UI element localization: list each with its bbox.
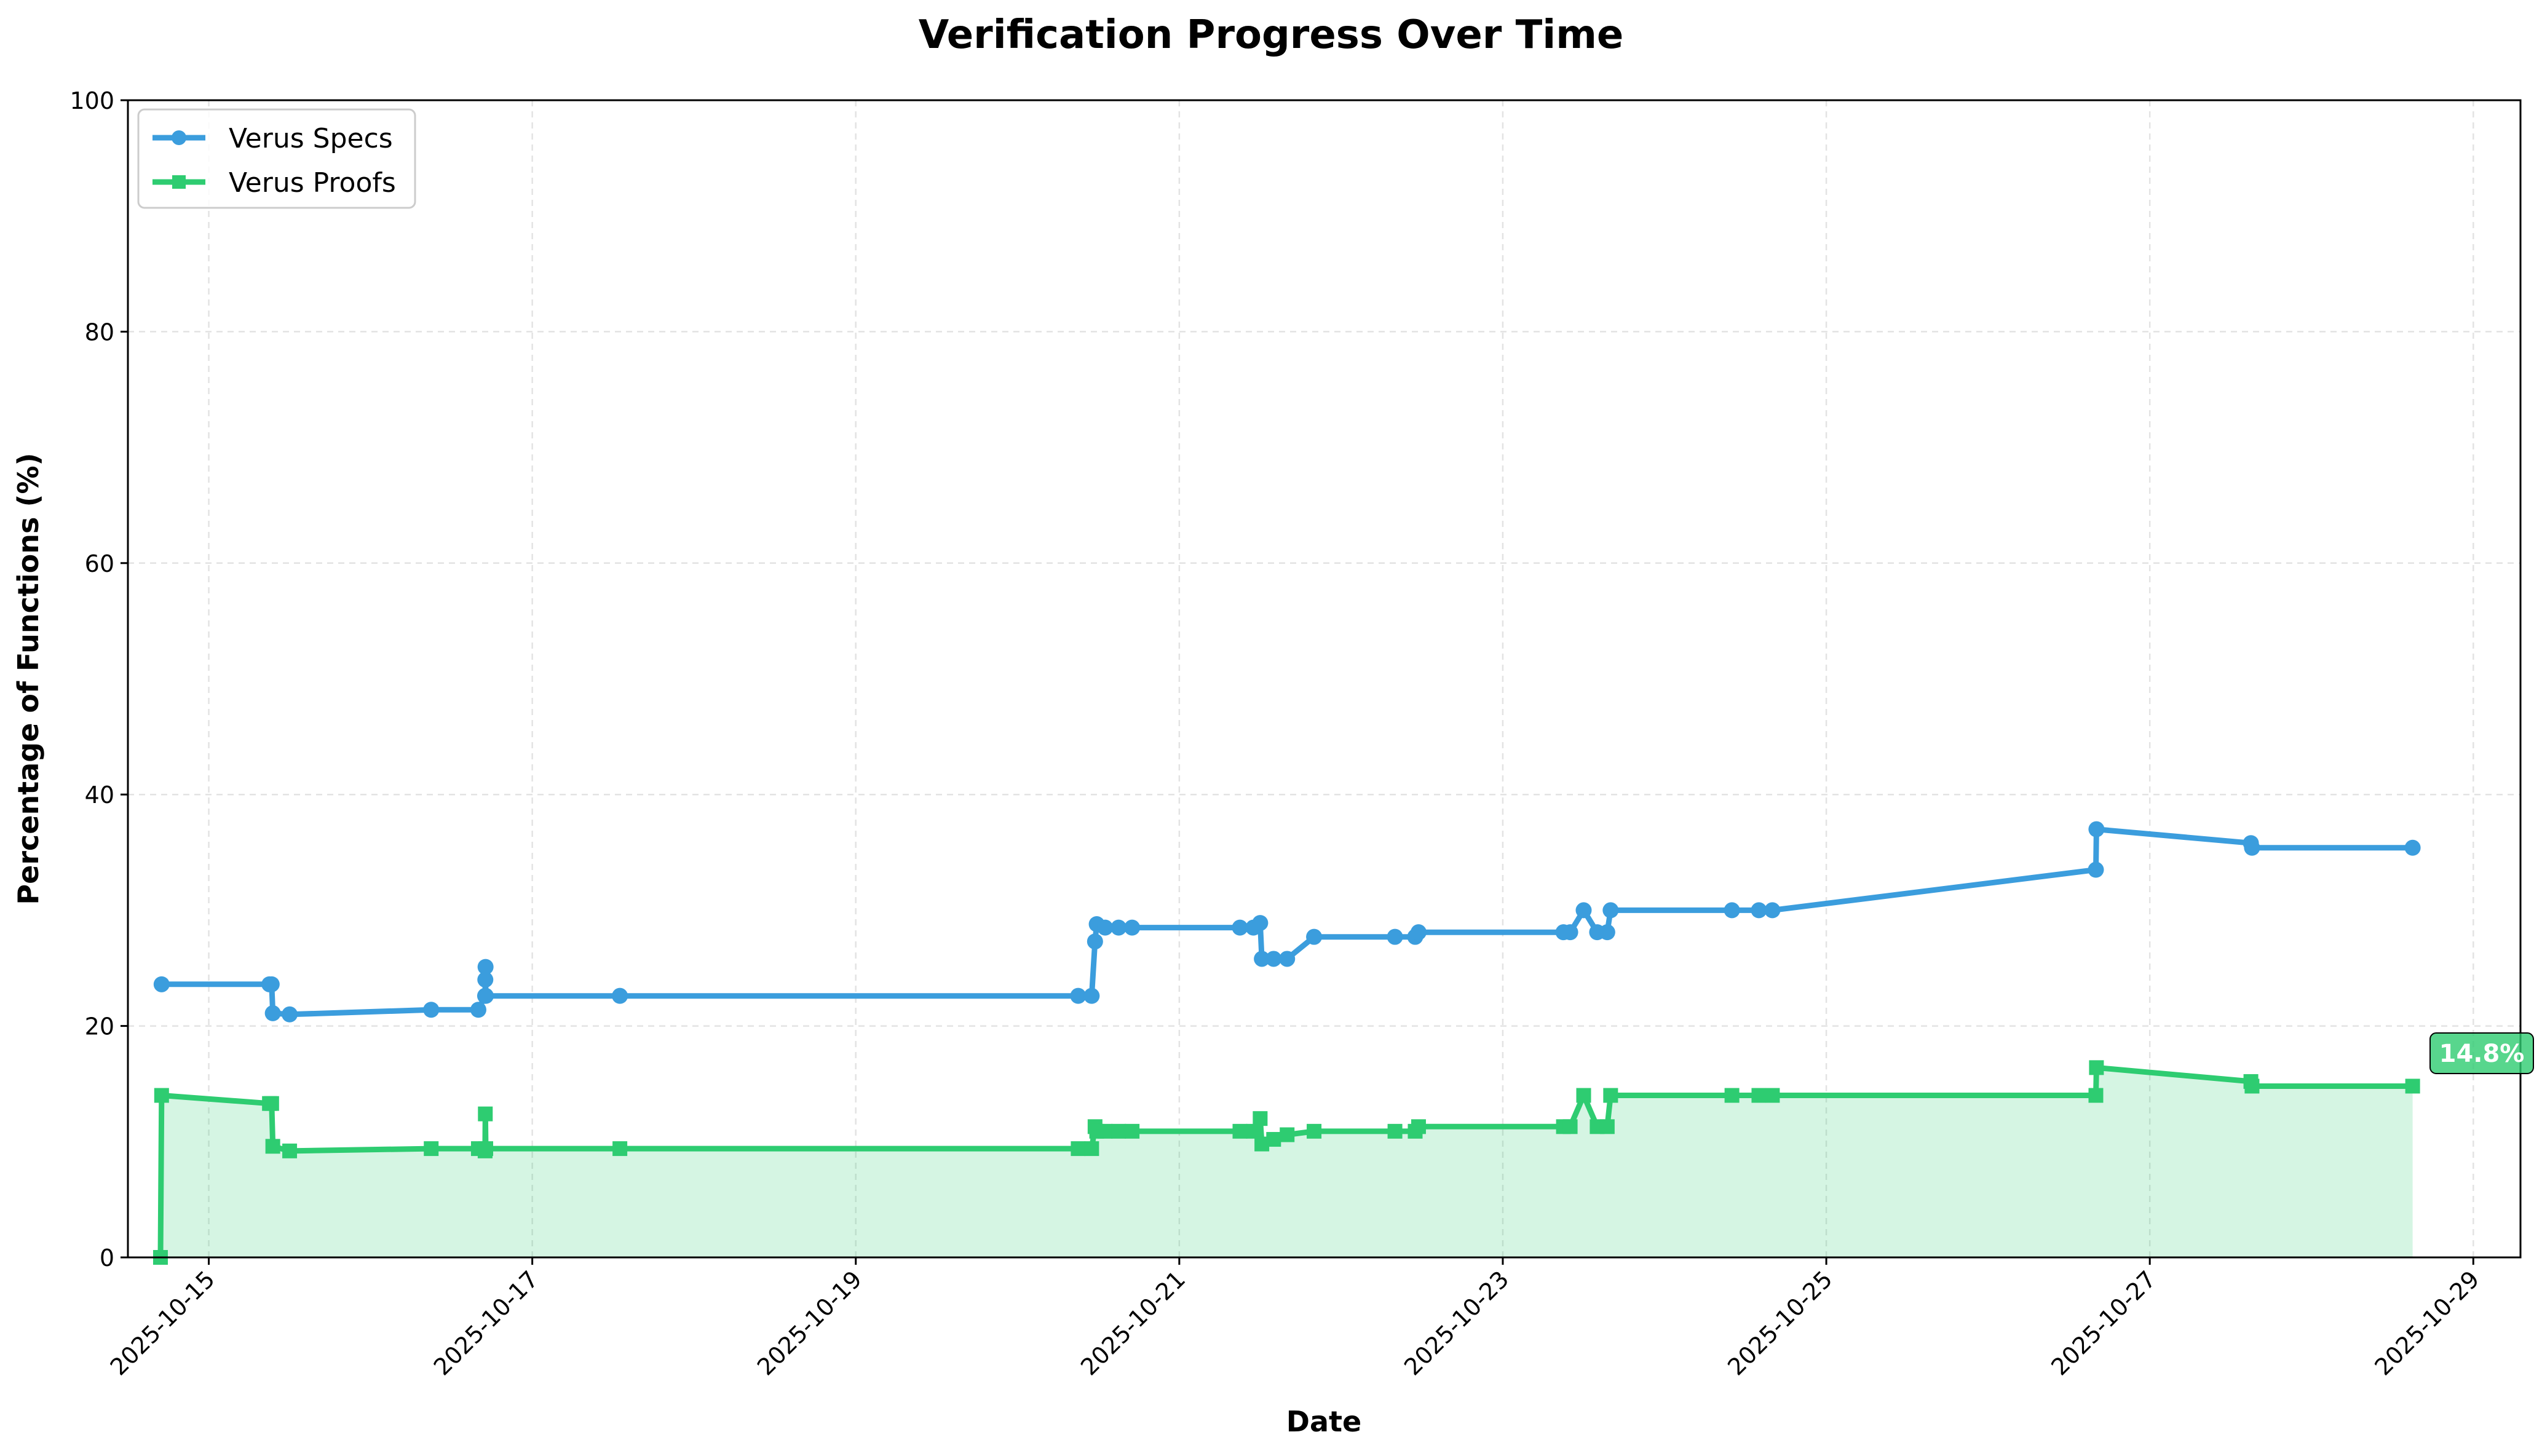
specs-data-point <box>612 987 628 1004</box>
proofs-data-point <box>1125 1123 1140 1139</box>
specs-data-point <box>1575 902 1592 919</box>
y-tick-label: 20 <box>85 1013 114 1040</box>
proofs-data-point <box>1599 1119 1615 1134</box>
specs-data-point <box>1764 902 1781 919</box>
y-axis: 0 20 40 60 80 100 <box>69 87 128 1272</box>
y-tick-label: 100 <box>69 87 114 114</box>
specs-data-point <box>1087 933 1103 950</box>
proofs-data-point <box>2405 1078 2420 1094</box>
proofs-data-point <box>1411 1119 1426 1134</box>
proofs-area-fill <box>160 1067 2413 1257</box>
proofs-data-point <box>1246 1123 1261 1139</box>
specs-data-point <box>1124 919 1141 936</box>
specs-series <box>153 821 2421 1023</box>
proofs-data-point <box>478 1141 494 1157</box>
proofs-data-point <box>612 1141 628 1157</box>
proofs-data-point <box>1111 1123 1126 1139</box>
specs-data-point <box>477 971 494 988</box>
proofs-data-point <box>1576 1088 1591 1103</box>
area-fill-layer <box>160 1067 2413 1257</box>
series-layer <box>152 821 2421 1265</box>
proofs-data-point <box>1071 1141 1086 1157</box>
specs-data-point <box>1097 919 1114 936</box>
specs-data-point <box>1111 919 1127 936</box>
specs-data-point <box>2088 861 2104 878</box>
proofs-data-point <box>1307 1123 1322 1139</box>
specs-data-point <box>477 959 494 975</box>
end-annotation-label: 14.8% <box>2439 1040 2525 1068</box>
specs-data-point <box>1306 928 1323 945</box>
y-tick-label: 80 <box>85 318 114 346</box>
end-annotation: 14.8% <box>2429 1032 2534 1074</box>
specs-data-point <box>1265 951 1282 967</box>
specs-data-point <box>1724 902 1740 919</box>
proofs-series <box>152 1060 2420 1265</box>
specs-data-point <box>1602 902 1619 919</box>
proofs-data-point <box>1751 1088 1767 1103</box>
proofs-data-point <box>1387 1123 1403 1139</box>
specs-data-point <box>470 1002 486 1018</box>
proofs-data-point <box>1098 1123 1113 1139</box>
proofs-data-point <box>2089 1060 2104 1075</box>
specs-data-point <box>2244 839 2260 856</box>
specs-data-point <box>1232 919 1248 936</box>
legend-marker-specs <box>172 130 186 145</box>
proofs-data-point <box>1084 1141 1099 1157</box>
proofs-data-point <box>1253 1111 1268 1126</box>
specs-data-point <box>2088 821 2105 837</box>
specs-data-point <box>153 976 170 992</box>
grid-lines <box>128 99 2520 1259</box>
specs-data-point <box>1562 924 1578 941</box>
x-axis-label: Date <box>1286 1405 1361 1438</box>
proofs-data-point <box>154 1088 169 1103</box>
end-annotation-box <box>2429 1032 2534 1074</box>
proofs-data-point <box>1562 1119 1578 1134</box>
specs-data-point <box>1252 915 1269 932</box>
proofs-data-point <box>265 1139 280 1154</box>
proofs-data-point <box>1266 1132 1281 1147</box>
y-tick-label: 0 <box>100 1244 114 1272</box>
specs-data-point <box>1070 987 1087 1004</box>
proofs-data-point <box>1724 1088 1740 1103</box>
specs-data-point <box>1599 924 1615 941</box>
legend-label-specs: Verus Specs <box>229 123 393 154</box>
proofs-data-point <box>2088 1088 2104 1103</box>
proofs-data-point <box>1232 1123 1248 1139</box>
specs-data-point <box>1254 951 1270 967</box>
specs-data-point <box>1410 924 1427 941</box>
proofs-data-point <box>1280 1127 1295 1142</box>
specs-data-point <box>2404 839 2421 856</box>
specs-data-point <box>1387 928 1403 945</box>
legend-marker-proofs <box>172 175 186 189</box>
proofs-data-point <box>282 1143 298 1158</box>
specs-data-point <box>1279 951 1296 967</box>
specs-data-point <box>282 1006 298 1023</box>
proofs-data-point <box>1765 1088 1780 1103</box>
specs-data-point <box>1751 902 1767 919</box>
y-tick-label: 40 <box>85 781 114 809</box>
specs-data-point <box>1083 987 1100 1004</box>
y-tick-label: 60 <box>85 550 114 577</box>
proofs-data-point <box>478 1106 493 1122</box>
chart-title: Verification Progress Over Time <box>919 12 1624 58</box>
specs-data-point <box>423 1002 440 1018</box>
specs-data-point <box>263 976 280 992</box>
proofs-data-point <box>264 1096 279 1111</box>
y-axis-label: Percentage of Functions (%) <box>12 453 45 904</box>
proofs-data-point <box>2244 1078 2260 1094</box>
plot-frame <box>127 99 2522 1259</box>
legend: Verus Specs Verus Proofs <box>137 108 416 209</box>
proofs-data-point <box>1603 1088 1618 1103</box>
specs-data-point <box>478 987 494 1004</box>
specs-data-point <box>264 1005 281 1021</box>
legend-label-proofs: Verus Proofs <box>229 167 396 199</box>
proofs-data-point <box>424 1141 439 1157</box>
legend-box <box>137 108 416 209</box>
